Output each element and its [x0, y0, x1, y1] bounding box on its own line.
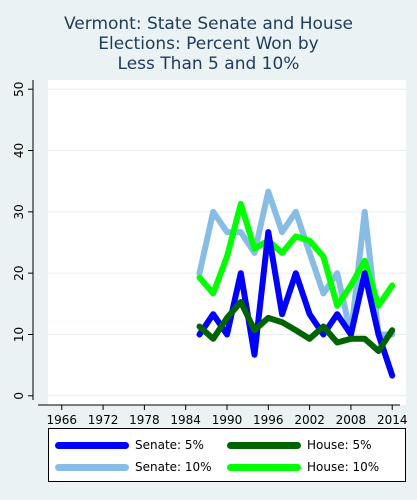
x-tick-label: 1978 [129, 413, 160, 427]
x-tick-label: 2014 [377, 413, 408, 427]
axes [32, 80, 400, 406]
legend-item: Senate: 5% [55, 435, 204, 455]
x-tick-label: 1990 [212, 413, 243, 427]
y-tick-label: 0 [12, 392, 26, 400]
legend-item: Senate: 10% [55, 457, 212, 477]
series-line-house-10 [196, 200, 396, 309]
legend-swatch [55, 463, 129, 471]
x-tick-label: 1972 [88, 413, 119, 427]
x-tick-label: 2008 [336, 413, 367, 427]
legend-swatch [55, 441, 129, 449]
x-tick-label: 1966 [46, 413, 77, 427]
legend-swatch [227, 441, 301, 449]
legend-label: Senate: 5% [135, 438, 204, 452]
legend-item: House: 10% [227, 457, 379, 477]
x-tick-label: 2002 [294, 413, 325, 427]
legend-label: House: 10% [307, 460, 380, 474]
legend-label: Senate: 10% [135, 460, 212, 474]
y-tick-label: 20 [12, 266, 26, 281]
y-tick-label: 10 [12, 327, 26, 342]
plot-area [48, 80, 406, 405]
y-ticks: 0 10 20 30 40 50 [12, 82, 33, 400]
chart-title: Vermont: State Senate and House Election… [63, 14, 354, 74]
legend-swatch [227, 463, 301, 471]
legend-label: House: 5% [307, 438, 372, 452]
y-grid [48, 88, 406, 397]
x-tick-label: 1996 [253, 413, 284, 427]
legend: Senate: 5% House: 5% Senate: 10% House: 10% [48, 428, 406, 482]
series-lines [196, 188, 396, 379]
y-tick-label: 40 [12, 143, 26, 158]
series-line-house-5 [196, 299, 396, 354]
y-tick-label: 50 [12, 82, 26, 97]
legend-item: House: 5% [227, 435, 372, 455]
x-tick-label: 1984 [170, 413, 201, 427]
x-ticks: 1966 1972 1978 1984 1990 1996 2002 2008 2014 [46, 405, 408, 427]
y-tick-label: 30 [12, 204, 26, 219]
